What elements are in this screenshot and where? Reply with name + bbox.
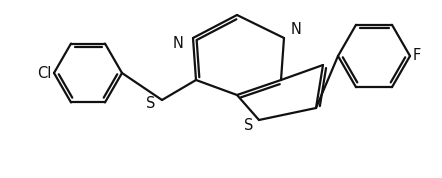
Text: F: F	[413, 48, 421, 64]
Text: S: S	[145, 96, 155, 111]
Text: N: N	[172, 35, 183, 51]
Text: Cl: Cl	[37, 66, 51, 80]
Text: S: S	[244, 119, 253, 134]
Text: N: N	[291, 22, 302, 38]
